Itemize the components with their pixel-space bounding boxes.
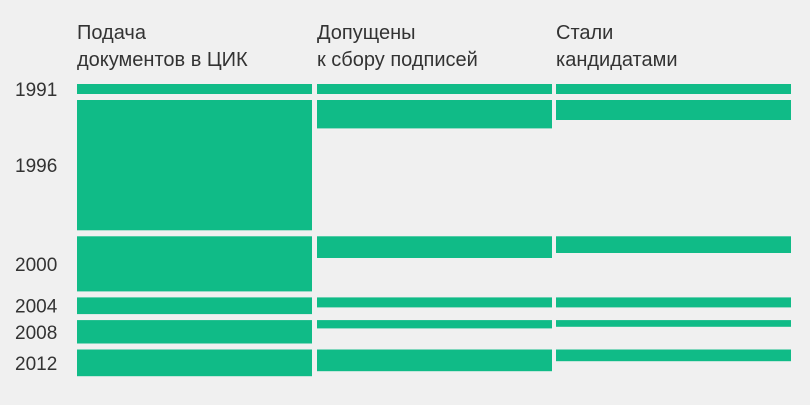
bar-1996-col-1 [77, 100, 312, 231]
bar-1996-col-3 [556, 100, 791, 120]
year-labels: 1991 1996 2000 2004 2008 2012 [15, 80, 58, 375]
bar-2000-col-3 [556, 236, 791, 253]
column-title-line: к сбору подписей [317, 49, 478, 71]
bars [77, 84, 791, 377]
bar-2004-col-3 [556, 297, 791, 308]
bar-1991-col-2 [317, 84, 552, 94]
column-title-2: Допущены к сбору подписей [317, 22, 478, 71]
bar-2004-col-2 [317, 297, 552, 308]
column-titles: Подача документов в ЦИК Допущены к сбору по… [77, 22, 678, 71]
bar-2012-col-3 [556, 349, 791, 362]
column-title-line: Допущены [317, 22, 416, 44]
column-title-line: Подача [77, 22, 147, 44]
column-title-1: Подача документов в ЦИК [77, 22, 248, 71]
bar-2000-col-1 [77, 236, 312, 292]
bar-2012-col-2 [317, 349, 552, 372]
bar-2000-col-2 [317, 236, 552, 258]
bar-2004-col-1 [77, 297, 312, 315]
year-label-1991: 1991 [15, 80, 57, 101]
year-label-1996: 1996 [15, 156, 57, 177]
year-label-2000: 2000 [15, 255, 57, 276]
year-label-2008: 2008 [15, 323, 57, 344]
year-label-2004: 2004 [15, 297, 58, 318]
bar-1996-col-2 [317, 100, 552, 129]
bar-2008-col-1 [77, 320, 312, 344]
column-title-line: кандидатами [556, 49, 678, 71]
bar-2008-col-2 [317, 320, 552, 329]
column-title-line: Стали [556, 22, 613, 44]
bar-1991-col-3 [556, 84, 791, 94]
column-title-3: Стали кандидатами [556, 22, 678, 71]
bar-1991-col-1 [77, 84, 312, 94]
bar-2012-col-1 [77, 349, 312, 377]
year-label-2012: 2012 [15, 354, 57, 375]
bar-2008-col-3 [556, 320, 791, 327]
column-title-line: документов в ЦИК [77, 49, 248, 71]
